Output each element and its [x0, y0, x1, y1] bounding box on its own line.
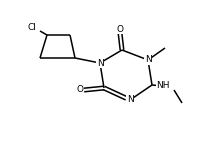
Text: Cl: Cl — [28, 24, 37, 32]
Text: NH: NH — [156, 82, 170, 90]
Text: N: N — [145, 56, 151, 64]
Text: O: O — [116, 24, 123, 34]
Text: O: O — [76, 85, 83, 95]
Text: N: N — [97, 58, 103, 67]
Text: N: N — [127, 95, 133, 104]
